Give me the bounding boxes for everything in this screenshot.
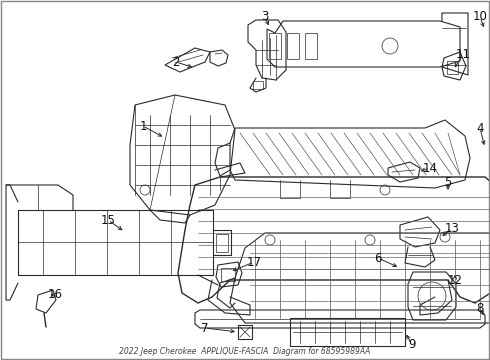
Bar [290,318,405,346]
Text: 7: 7 [201,321,209,334]
Text: 4: 4 [476,122,484,135]
Bar [287,33,299,59]
Bar [253,81,263,89]
Text: 8: 8 [476,302,484,315]
Text: 10: 10 [472,10,488,23]
Bar [305,33,317,59]
Text: 2: 2 [172,55,180,68]
Bar [447,61,458,74]
Text: 1: 1 [139,120,147,132]
Text: 3: 3 [261,10,269,23]
Text: 17: 17 [246,256,262,269]
Text: 12: 12 [447,274,463,287]
Text: 14: 14 [422,162,438,175]
Text: 2022 Jeep Cherokee  APPLIQUE-FASCIA  Diagram for 68595989AA: 2022 Jeep Cherokee APPLIQUE-FASCIA Diagr… [119,347,371,356]
Text: 6: 6 [374,252,382,265]
Text: 9: 9 [408,338,416,351]
Text: 16: 16 [48,288,63,302]
Bar [216,234,228,252]
Text: 5: 5 [444,176,452,189]
Text: 11: 11 [456,49,470,62]
Text: 13: 13 [444,221,460,234]
Bar [221,268,235,281]
Text: 15: 15 [100,213,116,226]
Bar [269,33,281,59]
